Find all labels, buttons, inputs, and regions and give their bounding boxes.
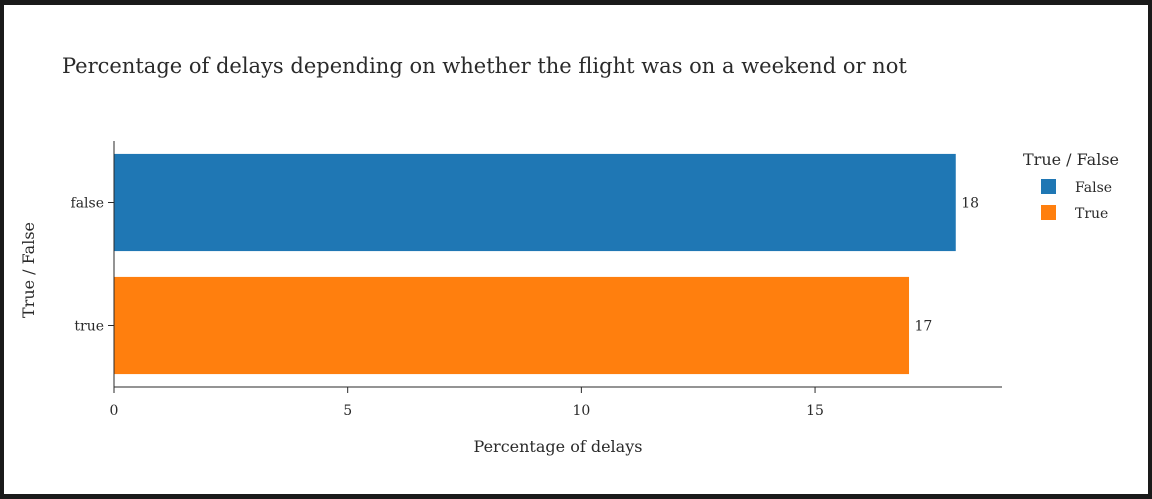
x-tick-label-5: 5 [343,403,352,419]
legend-items: False True [1041,179,1112,222]
legend-title: True / False [1023,150,1119,169]
chart-container: Percentage of delays depending on whethe… [4,5,1148,494]
y-tick-label-false: false [71,196,104,212]
chart-title: Percentage of delays depending on whethe… [62,54,907,78]
bar-true [114,276,910,375]
y-ticks-group: false true [71,196,114,335]
bar-false [114,153,956,252]
y-axis-label: True / False [19,222,38,318]
data-label-true: 17 [915,319,933,335]
legend-label-true: True [1075,206,1108,222]
legend: True / False False True [1023,150,1119,222]
x-tick-label-15: 15 [806,403,824,419]
x-ticks-group: 0 5 10 15 [110,387,824,419]
x-tick-label-0: 0 [110,403,119,419]
legend-label-false: False [1075,180,1112,196]
legend-swatch-false [1041,179,1056,194]
data-label-false: 18 [961,196,979,212]
legend-swatch-true [1041,205,1056,220]
bar-chart: Percentage of delays depending on whethe… [19,54,1119,456]
y-tick-label-true: true [74,319,104,335]
x-axis-label: Percentage of delays [474,437,643,456]
x-tick-label-10: 10 [572,403,590,419]
